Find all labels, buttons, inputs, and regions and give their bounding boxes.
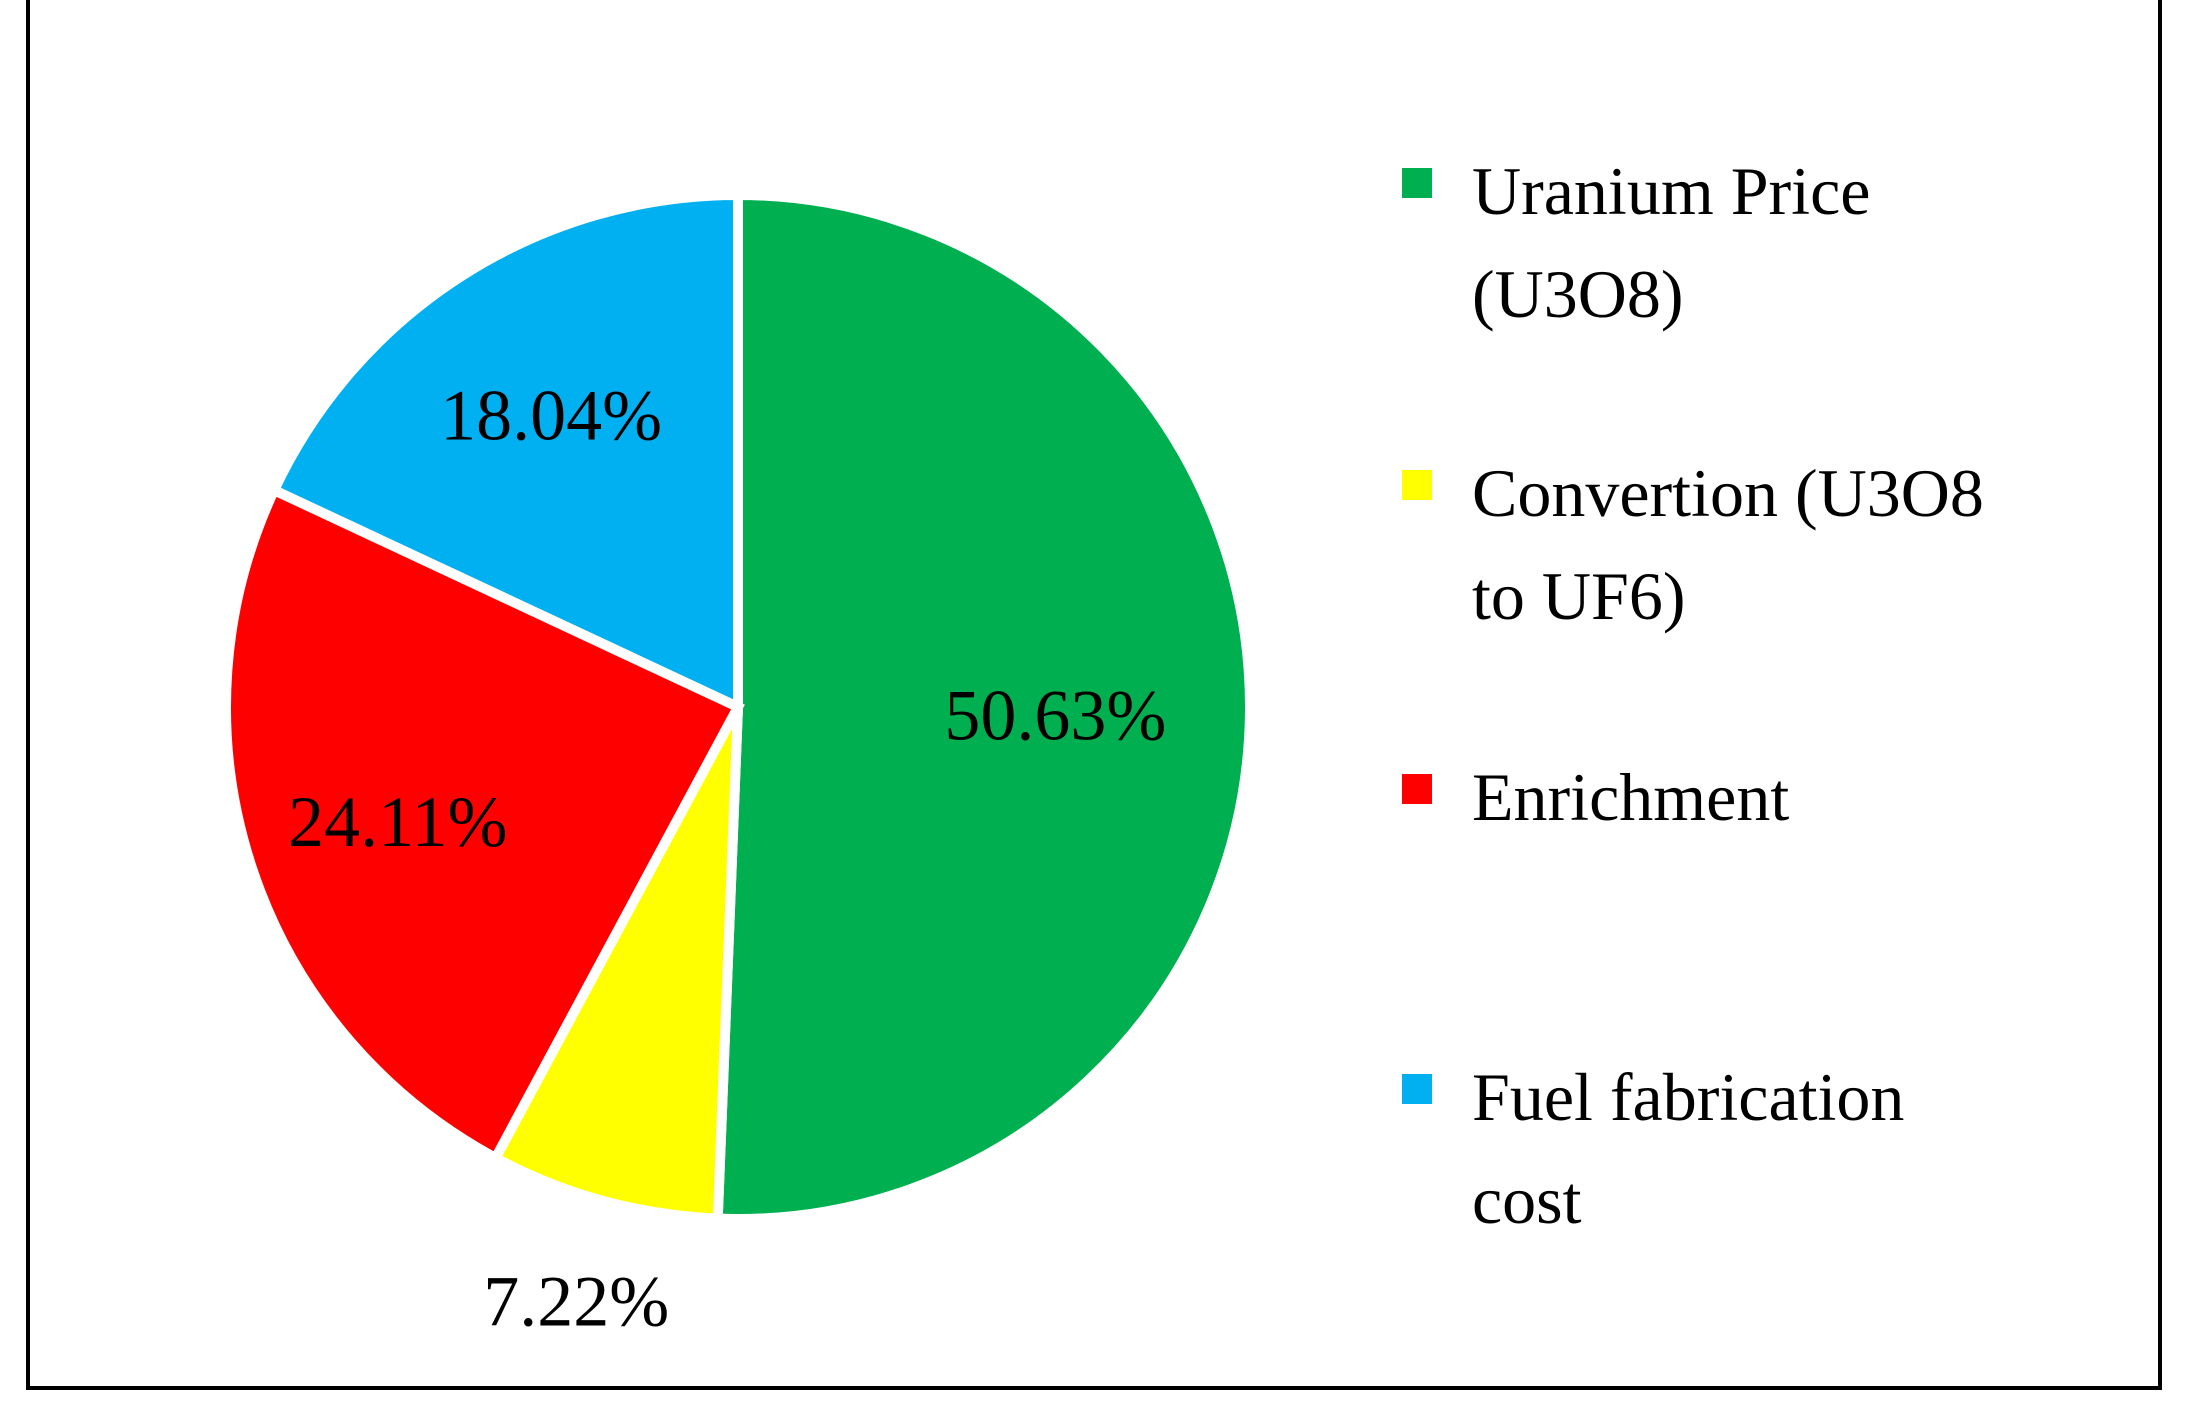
pie-data-labels: 50.63% 7.22% 24.11% 18.04% bbox=[288, 375, 1166, 1341]
legend-item-fuel-fabrication: Fuel fabrication cost bbox=[1402, 1046, 2122, 1252]
data-label-fuel-fabrication: 18.04% bbox=[440, 375, 662, 455]
legend-swatch-uranium-price bbox=[1402, 168, 1432, 198]
pie-slice-uranium-price bbox=[712, 189, 1255, 1224]
legend-label-uranium-price: Uranium Price (U3O8) bbox=[1472, 153, 1871, 332]
pie-slice-convertion bbox=[488, 704, 743, 1224]
legend-item-uranium-price: Uranium Price (U3O8) bbox=[1402, 140, 2122, 346]
pie-slice-fuel-fabrication bbox=[267, 189, 743, 715]
legend-swatch-enrichment bbox=[1402, 774, 1432, 804]
data-label-enrichment: 24.11% bbox=[288, 782, 507, 862]
pie-slice-enrichment bbox=[221, 483, 745, 1165]
legend-item-convertion: Convertion (U3O8 to UF6) bbox=[1402, 442, 2122, 648]
legend-label-convertion: Convertion (U3O8 to UF6) bbox=[1472, 455, 1984, 634]
legend-item-enrichment: Enrichment bbox=[1402, 746, 2122, 849]
legend-label-enrichment: Enrichment bbox=[1472, 759, 1790, 835]
legend-swatch-fuel-fabrication bbox=[1402, 1074, 1432, 1104]
data-label-uranium-price: 50.63% bbox=[944, 675, 1166, 755]
legend-label-fuel-fabrication: Fuel fabrication cost bbox=[1472, 1059, 1905, 1238]
legend-swatch-convertion bbox=[1402, 470, 1432, 500]
data-label-convertion: 7.22% bbox=[483, 1262, 669, 1342]
pie-slices bbox=[221, 189, 1255, 1224]
